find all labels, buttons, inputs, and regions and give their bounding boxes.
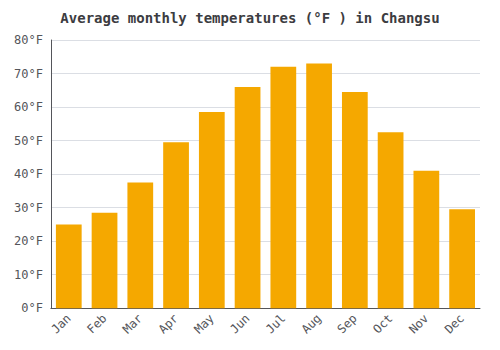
svg-text:Sep: Sep bbox=[335, 311, 360, 336]
svg-text:Dec: Dec bbox=[442, 311, 467, 336]
svg-text:May: May bbox=[192, 311, 217, 336]
svg-text:Jun: Jun bbox=[227, 311, 252, 336]
svg-text:Apr: Apr bbox=[156, 311, 181, 336]
svg-text:30°F: 30°F bbox=[14, 201, 43, 215]
svg-text:Jan: Jan bbox=[49, 311, 74, 336]
svg-text:70°F: 70°F bbox=[14, 67, 43, 81]
svg-text:0°F: 0°F bbox=[21, 301, 43, 315]
svg-text:Oct: Oct bbox=[370, 311, 395, 336]
svg-text:50°F: 50°F bbox=[14, 134, 43, 148]
svg-text:20°F: 20°F bbox=[14, 234, 43, 248]
svg-text:10°F: 10°F bbox=[14, 268, 43, 282]
svg-text:Average monthly temperatures (: Average monthly temperatures (°F ) in Ch… bbox=[60, 10, 439, 26]
svg-text:80°F: 80°F bbox=[14, 33, 43, 47]
svg-text:Jul: Jul bbox=[263, 311, 288, 336]
svg-text:Mar: Mar bbox=[120, 311, 145, 336]
svg-text:60°F: 60°F bbox=[14, 100, 43, 114]
svg-text:Nov: Nov bbox=[406, 311, 431, 336]
svg-text:Aug: Aug bbox=[299, 311, 324, 336]
svg-text:Feb: Feb bbox=[84, 311, 109, 336]
svg-text:40°F: 40°F bbox=[14, 167, 43, 181]
